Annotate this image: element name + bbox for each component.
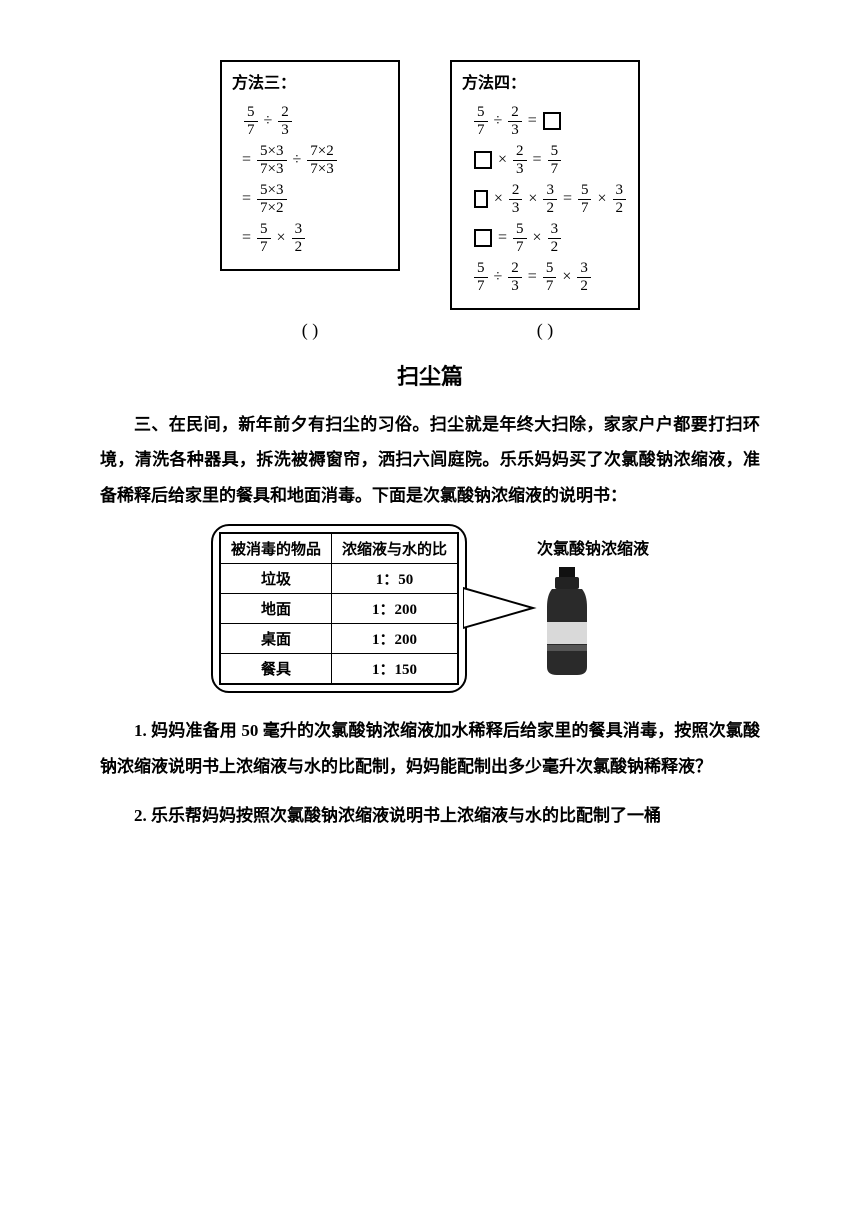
math-line: =57×32 (462, 222, 628, 255)
equals-sign: = (242, 224, 251, 253)
math-line: 57÷23 (232, 105, 388, 138)
fraction: 32 (548, 222, 562, 255)
operator: = (528, 263, 537, 292)
table-row: 餐具1：150 (220, 653, 458, 684)
operator: ÷ (264, 107, 273, 136)
operator: × (277, 224, 286, 253)
operator: = (528, 107, 537, 136)
table-header: 被消毒的物品 (220, 533, 332, 564)
math-line: =57×32 (232, 222, 388, 255)
fraction: 57 (257, 222, 271, 255)
method-3-box: 方法三： 57÷23=5×37×3÷7×27×3=5×37×2=57×32 (220, 60, 400, 271)
operator: × (597, 185, 606, 214)
operator: ÷ (494, 263, 503, 292)
fraction: 23 (508, 105, 522, 138)
math-line: =5×37×2 (232, 183, 388, 216)
table-row: 桌面1：200 (220, 623, 458, 653)
equals-sign: = (242, 185, 251, 214)
method-3-title: 方法三： (232, 70, 388, 99)
fraction: 32 (292, 222, 306, 255)
paren-row: ( ) ( ) (100, 320, 760, 341)
operator: × (498, 146, 507, 175)
math-line: ×23=57 (462, 144, 628, 177)
fraction: 32 (613, 183, 627, 216)
table-header: 浓缩液与水的比 (331, 533, 458, 564)
section-title: 扫尘篇 (100, 359, 760, 391)
paren-right: ( ) (450, 320, 640, 341)
fraction: 57 (548, 144, 562, 177)
operator: × (533, 224, 542, 253)
math-line: =5×37×3÷7×27×3 (232, 144, 388, 177)
bottle-icon (537, 567, 597, 677)
table-header-row: 被消毒的物品 浓缩液与水的比 (220, 533, 458, 564)
bottle-label: 次氯酸钠浓缩液 (537, 535, 649, 559)
blank-box (474, 229, 492, 247)
math-line: ×23×32=57×32 (462, 183, 628, 216)
math-line: 57÷23=57×32 (462, 261, 628, 294)
fraction: 23 (513, 144, 527, 177)
fraction: 57 (513, 222, 527, 255)
question-2: 2. 乐乐帮妈妈按照次氯酸钠浓缩液说明书上浓缩液与水的比配制了一桶 (100, 798, 760, 834)
operator: = (563, 185, 572, 214)
callout-pointer-icon (463, 578, 543, 638)
operator: × (494, 185, 503, 214)
fraction: 57 (244, 105, 258, 138)
fraction: 57 (578, 183, 592, 216)
fraction: 57 (543, 261, 557, 294)
question-1: 1. 妈妈准备用 50 毫升的次氯酸钠浓缩液加水稀释后给家里的餐具消毒，按照次氯… (100, 713, 760, 784)
ratio-table: 被消毒的物品 浓缩液与水的比 垃圾1：50 地面1：200 桌面1：200 餐具… (219, 532, 459, 685)
fraction: 32 (577, 261, 591, 294)
blank-box (474, 151, 492, 169)
illustration: 被消毒的物品 浓缩液与水的比 垃圾1：50 地面1：200 桌面1：200 餐具… (100, 524, 760, 693)
operator: ÷ (293, 146, 302, 175)
operator: = (498, 224, 507, 253)
callout-bubble: 被消毒的物品 浓缩液与水的比 垃圾1：50 地面1：200 桌面1：200 餐具… (211, 524, 467, 693)
fraction: 5×37×2 (257, 183, 286, 216)
operator: = (533, 146, 542, 175)
fraction: 23 (509, 183, 523, 216)
table-row: 垃圾1：50 (220, 563, 458, 593)
methods-row: 方法三： 57÷23=5×37×3÷7×27×3=5×37×2=57×32 方法… (100, 60, 760, 310)
method-4-column: 方法四： 57÷23=×23=57×23×32=57×32=57×3257÷23… (450, 60, 640, 310)
fraction: 57 (474, 105, 488, 138)
operator: × (562, 263, 571, 292)
intro-paragraph: 三、在民间，新年前夕有扫尘的习俗。扫尘就是年终大扫除，家家户户都要打扫环境，清洗… (100, 407, 760, 514)
method-3-column: 方法三： 57÷23=5×37×3÷7×27×3=5×37×2=57×32 (220, 60, 400, 310)
operator: × (528, 185, 537, 214)
fraction: 7×27×3 (307, 144, 336, 177)
fraction: 23 (278, 105, 292, 138)
fraction: 32 (543, 183, 557, 216)
operator: ÷ (494, 107, 503, 136)
bottle-area: 次氯酸钠浓缩液 (537, 535, 649, 682)
fraction: 57 (474, 261, 488, 294)
method-4-box: 方法四： 57÷23=×23=57×23×32=57×32=57×3257÷23… (450, 60, 640, 310)
table-row: 地面1：200 (220, 593, 458, 623)
fraction: 5×37×3 (257, 144, 286, 177)
method-4-title: 方法四： (462, 70, 628, 99)
paren-left: ( ) (220, 320, 400, 341)
blank-box (474, 190, 488, 208)
math-line: 57÷23= (462, 105, 628, 138)
blank-box (543, 112, 561, 130)
equals-sign: = (242, 146, 251, 175)
fraction: 23 (508, 261, 522, 294)
